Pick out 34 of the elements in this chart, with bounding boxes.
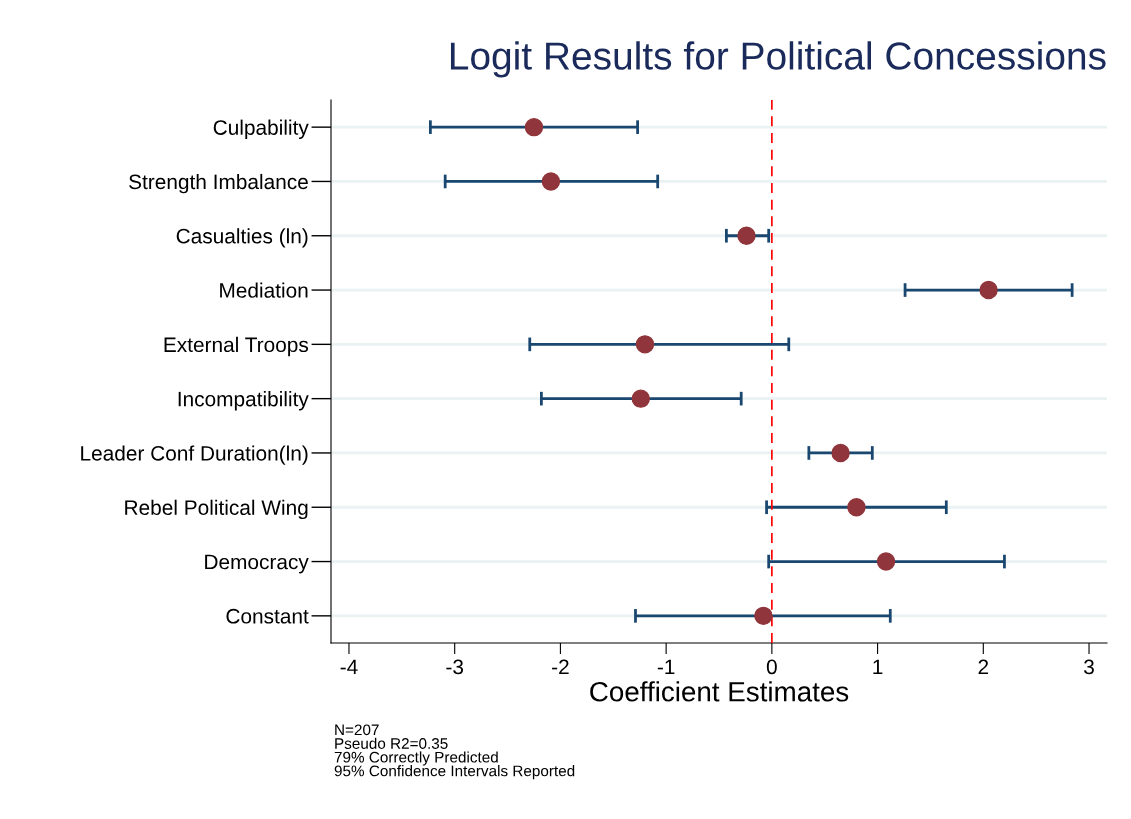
y-tick-label: Democracy [205,554,309,574]
y-tick-label: Culpability [213,119,309,140]
point [754,606,773,626]
chart-title: Logit Results for Political Concessions [450,41,1106,78]
text: 95% Confidence Intervals Reported [334,765,575,780]
x-axis-title: Coefficient Estimates [590,681,849,702]
y-tick-label: External Troops [164,336,309,357]
y-tick-label: Strength Imbalance [129,173,308,194]
point [631,389,650,408]
x-tick-label: 3 [1084,659,1094,675]
point [831,443,850,463]
x-tick-label: -2 [552,659,569,675]
text: N=207 [335,724,379,736]
point [635,335,655,354]
point [737,226,756,245]
y-tick-label: Leader Conf Duration(ln) [81,445,308,465]
point [876,552,896,571]
y-tick-label: Rebel Political Wing [125,499,308,520]
x-tick-label: -3 [446,659,464,675]
y-tick-label: Mediation [220,282,308,298]
y-tick-label: Casualties (ln) [176,228,308,248]
point [979,280,998,300]
y-tick-label: Constant [226,608,309,624]
text: 79% Correctly Predicted [334,751,498,766]
x-tick-label: 0 [766,659,777,675]
x-tick-label: -4 [340,659,358,675]
x-tick-label: -1 [657,659,675,675]
y-tick-label: Incompatibility [178,391,309,411]
point [847,498,866,517]
point [541,172,561,191]
point [524,117,544,137]
x-tick-label: 2 [978,659,989,675]
x-tick-label: 1 [873,659,883,675]
text: Pseudo R2=0.35 [335,737,448,749]
